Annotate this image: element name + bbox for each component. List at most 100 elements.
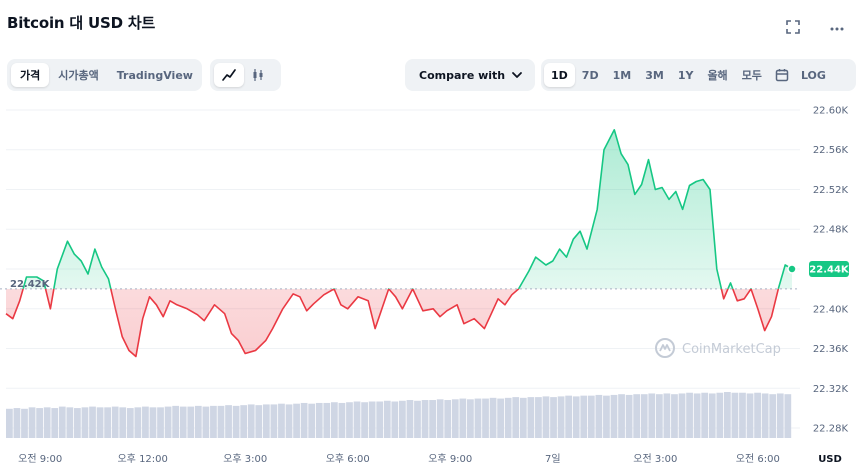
volume-bar [368,401,376,438]
volume-bar [58,406,66,438]
volume-bar [383,400,391,438]
range-all[interactable]: 모두 [741,69,762,82]
volume-bar [557,396,565,438]
volume-bar [134,407,142,438]
x-tick-label: 오전 6:00 [736,453,780,465]
y-tick-label: 22.40K [813,304,849,315]
more-icon[interactable] [829,21,845,39]
volume-bar [28,407,36,438]
volume-bar [270,404,278,438]
candlestick-icon[interactable] [244,63,272,87]
volume-bar [119,407,127,438]
price-line-down [5,288,780,358]
volume-bar [663,393,671,438]
volume-bar [784,394,792,438]
volume-bar [104,407,112,438]
volume-bar [595,394,603,438]
volume-bar [247,404,255,438]
volume-bar [535,397,542,438]
area-below-reference [6,288,792,357]
volume-bar [376,401,384,438]
price-line [5,129,793,358]
reference-label-text: 22.42K [10,279,51,290]
volume-bar [126,408,134,438]
volume-bar [399,400,406,438]
volume-bar [467,399,474,438]
volume-bar [633,394,641,438]
compare-dropdown[interactable]: Compare with [405,59,535,91]
volume-bar [225,405,232,438]
log-scale-toggle[interactable]: LOG [800,68,826,82]
volume-bar [262,404,270,438]
volume-bar [255,405,263,438]
range-1d[interactable]: 1D [544,63,575,87]
volume-bar [51,408,59,438]
volume-bar [21,408,28,438]
y-tick-label: 22.60K [813,105,849,116]
volume-bar [13,408,21,438]
volume-bar [111,406,119,438]
volume-bar [293,403,300,438]
volume-bar [693,393,701,438]
volume-bar [157,407,164,438]
volume-bar [603,395,610,438]
volume-bar [519,397,527,438]
volume-bar [625,394,633,438]
volume-bar [512,397,520,438]
volume-bar [36,408,43,438]
price-chart[interactable]: CoinMarketCap 22.60K22.56K22.52K22.48K22… [0,100,860,469]
volume-bar [278,403,285,438]
volume-bar [459,398,467,438]
volume-bar [81,407,89,438]
volume-bar [300,402,308,438]
watermark-text: CoinMarketCap [682,342,781,357]
volume-bar [723,392,731,438]
volume-bar [89,406,96,438]
volume-bar [497,398,505,438]
range-1m[interactable]: 1M [612,68,632,82]
volume-bar [315,402,323,438]
volume-bar [323,402,331,438]
x-tick-label: 오후 12:00 [117,453,167,465]
volume-bar [338,402,346,438]
range-ytd[interactable]: 올해 [707,69,728,82]
volume-bar [202,406,210,438]
y-tick-label: 22.36K [813,344,849,355]
tab-market-cap[interactable]: 시가총액 [58,69,99,82]
volume-bar [179,406,187,438]
volume-bar [648,393,656,438]
volume-bar [149,407,157,438]
chevron-down-icon [511,69,523,82]
x-tick-label: 오후 3:00 [223,453,267,465]
range-7d[interactable]: 7D [581,68,599,82]
y-axis: 22.60K 22.56K 22.52K 22.48K 22.40K 22.36K 22.3… [813,105,849,434]
expand-icon[interactable] [786,20,800,38]
volume-bar [429,400,436,438]
current-price-badge [809,261,849,277]
range-3m[interactable]: 3M [645,68,664,82]
tab-tradingview[interactable]: TradingView [116,68,193,82]
volume-bar [739,392,746,438]
volume-bar [451,399,459,438]
x-tick-label: 오전 9:00 [18,453,62,465]
x-tick-label: 7일 [545,453,561,465]
tab-price[interactable]: 가격 [11,63,50,87]
volume-bar [769,394,777,438]
chart-type-toggle [210,59,281,91]
x-axis: 오전 9:00 오후 12:00 오후 3:00 오후 6:00 오후 9:00 7일 오전… [18,453,780,465]
x-tick-label: 오전 3:00 [633,453,677,465]
volume-bar [527,397,535,438]
volume-bar [504,397,512,438]
volume-bar [436,399,444,438]
volume-bar [142,406,149,438]
volume-bar [746,393,754,438]
volume-bar [74,408,81,438]
volume-bar [731,392,739,438]
calendar-icon[interactable] [769,63,795,87]
volume-bar [761,393,769,438]
y-tick-label: 22.56K [813,145,849,156]
range-1y[interactable]: 1Y [677,68,694,82]
line-chart-icon[interactable] [214,63,244,87]
volume-bar [708,393,716,438]
volume-bar [172,405,180,438]
